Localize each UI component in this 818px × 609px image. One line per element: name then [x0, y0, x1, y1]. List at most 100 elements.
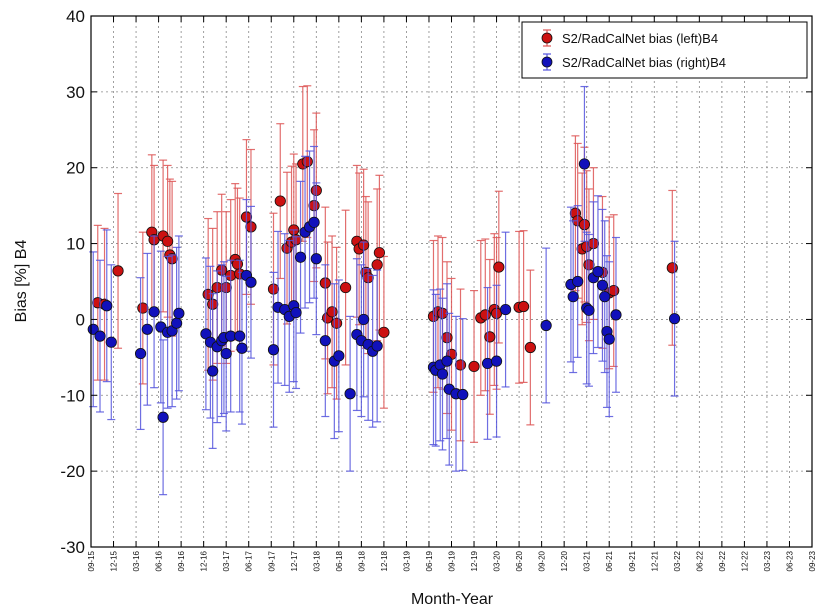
data-point — [94, 330, 106, 342]
x-tick-label: 03-20 — [493, 550, 502, 571]
y-axis-ticks: -30 -20 -10 0 10 20 30 40 — [60, 7, 812, 557]
data-point — [454, 359, 467, 371]
data-point — [572, 275, 584, 288]
data-point — [358, 313, 370, 326]
x-tick-label: 03-21 — [583, 550, 592, 571]
data-point — [371, 259, 383, 271]
x-tick-label: 03-23 — [763, 550, 772, 571]
data-point — [330, 317, 343, 329]
data-point — [479, 309, 491, 321]
data-point — [326, 306, 338, 318]
data-point — [373, 247, 385, 259]
x-tick-label: 06-16 — [155, 550, 164, 571]
data-point — [457, 388, 469, 401]
x-tick-label: 12-17 — [290, 550, 299, 571]
x-tick-label: 12-21 — [650, 550, 659, 571]
data-point — [301, 156, 313, 168]
data-point — [171, 317, 183, 329]
x-tick-label: 12-18 — [380, 550, 389, 571]
data-point — [234, 330, 246, 342]
series-right — [87, 85, 681, 496]
data-point — [236, 342, 248, 354]
x-tick-label: 09-15 — [87, 550, 96, 571]
x-tick-label: 12-19 — [470, 550, 479, 571]
data-point — [668, 313, 681, 325]
data-point — [578, 158, 591, 170]
data-point — [290, 307, 302, 319]
data-point — [436, 368, 449, 380]
x-tick-label: 03-19 — [402, 550, 411, 571]
legend-marker — [541, 56, 553, 68]
x-tick-label: 06-21 — [605, 550, 614, 571]
data-point — [666, 262, 678, 274]
data-point — [567, 291, 579, 303]
y-tick-label: -30 — [60, 538, 85, 557]
data-point — [344, 388, 356, 400]
x-tick-label: 09-19 — [448, 550, 457, 571]
legend: S2/RadCalNet bias (left)B4 S2/RadCalNet b… — [521, 21, 808, 79]
x-axis-ticks: 09-15 12-15 03-16 06-16 09-16 12-16 03-17 06-17… — [87, 16, 817, 571]
x-tick-label: 03-16 — [132, 550, 141, 571]
x-tick-label: 03-22 — [673, 550, 682, 571]
data-point — [608, 285, 620, 297]
legend-label: S2/RadCalNet bias (left)B4 — [562, 31, 718, 46]
data-point — [173, 307, 185, 319]
data-point — [441, 355, 453, 367]
legend-label: S2/RadCalNet bias (right)B4 — [562, 55, 726, 70]
data-point — [105, 336, 117, 348]
data-point — [220, 347, 232, 360]
x-tick-label: 12-15 — [110, 550, 119, 571]
data-point — [112, 265, 124, 277]
data-point — [245, 276, 257, 288]
data-point — [137, 302, 149, 314]
data-point — [333, 350, 345, 362]
data-point — [517, 300, 530, 313]
data-point — [101, 300, 113, 312]
x-tick-label: 06-20 — [515, 550, 524, 571]
data-point — [484, 331, 496, 343]
data-point — [592, 266, 604, 278]
data-point — [319, 335, 331, 347]
y-tick-label: 40 — [66, 7, 85, 26]
data-point — [157, 411, 169, 423]
data-point — [274, 195, 286, 207]
y-tick-label: -10 — [60, 386, 85, 405]
x-tick-label: 03-18 — [312, 550, 321, 571]
y-tick-label: 20 — [66, 159, 85, 178]
x-tick-label: 12-22 — [740, 550, 749, 571]
data-point — [596, 279, 609, 291]
data-point — [493, 261, 505, 273]
x-tick-label: 09-18 — [357, 550, 366, 571]
data-point — [371, 340, 383, 352]
data-point — [610, 309, 622, 321]
data-point — [340, 281, 352, 294]
x-tick-label: 09-17 — [267, 550, 276, 571]
x-tick-label: 12-16 — [200, 550, 209, 571]
x-tick-label: 03-17 — [222, 550, 231, 571]
legend-box — [521, 21, 808, 79]
x-tick-label: 09-22 — [718, 550, 727, 571]
legend-marker — [541, 32, 553, 44]
x-axis-label: Month-Year — [411, 591, 494, 608]
data-point — [202, 288, 214, 300]
x-tick-label: 12-20 — [560, 550, 569, 571]
x-tick-label: 06-17 — [245, 550, 254, 571]
y-tick-label: 0 — [76, 310, 85, 329]
data-point — [378, 326, 390, 338]
x-tick-label: 09-16 — [177, 550, 186, 571]
data-point — [603, 333, 615, 345]
data-point — [162, 235, 174, 247]
x-tick-label: 09-20 — [538, 550, 547, 571]
data-point — [524, 341, 536, 354]
series-layer — [87, 85, 681, 496]
data-point — [141, 323, 153, 335]
data-point — [599, 291, 611, 303]
data-point — [468, 360, 480, 373]
x-tick-label: 06-18 — [335, 550, 344, 571]
data-point — [267, 344, 280, 356]
data-point — [499, 303, 512, 316]
data-point — [207, 365, 219, 377]
x-tick-label: 06-22 — [695, 550, 704, 571]
data-point — [308, 216, 320, 228]
